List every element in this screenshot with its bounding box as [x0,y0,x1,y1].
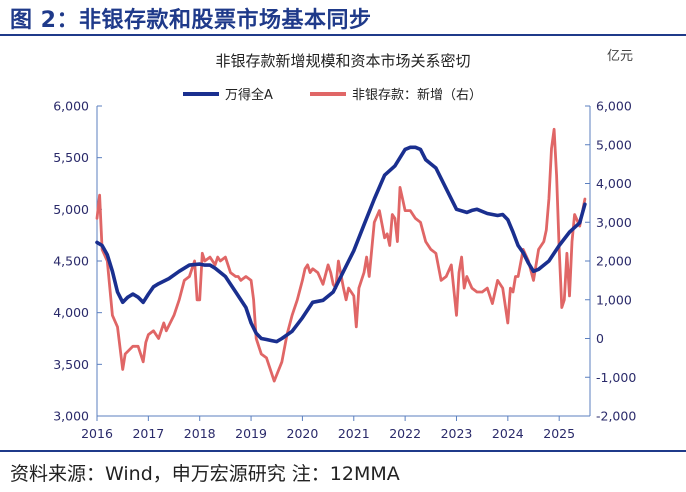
left-tick-label: 3,000 [53,409,89,424]
right-tick-label: 5,000 [596,137,632,152]
x-tick-label: 2023 [441,426,473,441]
legend: 万得全A 非银存款：新增（右） [183,87,482,103]
x-tick-label: 2022 [389,426,421,441]
right-tick-label: 3,000 [596,215,632,230]
right-tick-label: -1,000 [596,370,636,385]
x-tick-label: 2025 [543,426,575,441]
right-axis-unit: 亿元 [607,49,633,64]
series-lines [95,127,587,383]
x-tick-label: 2018 [184,426,216,441]
right-tick-label: 6,000 [596,99,632,114]
right-tick-label: 2,000 [596,254,632,269]
left-tick-label: 4,000 [53,305,89,320]
left-tick-label: 4,500 [53,254,89,269]
x-tick-label: 2019 [235,426,267,441]
left-tick-label: 5,000 [53,202,89,217]
legend-label-left-series: 万得全A [225,87,273,103]
title-rule [0,34,686,36]
source-note: 资料来源：Wind，申万宏源研究 注：12MMA [10,463,400,485]
x-tick-label: 2024 [492,426,524,441]
axes [96,105,591,421]
chart: 非银存款新增规模和资本市场关系密切 亿元 万得全A 非银存款：新增（右） 3,0… [53,49,636,442]
series-line-wind-a-index [95,145,587,344]
right-tick-label: -2,000 [596,409,636,424]
figure-title: 图 2：非银存款和股票市场基本同步 [10,8,372,33]
x-tick-label: 2016 [81,426,113,441]
right-tick-label: 0 [596,331,604,346]
right-tick-label: 1,000 [596,292,632,307]
left-tick-label: 6,000 [53,99,89,114]
left-tick-label: 5,500 [53,150,89,165]
left-tick-label: 3,500 [53,357,89,372]
x-tick-label: 2021 [338,426,370,441]
series-line-nonbank-deposits [95,127,587,383]
chart-title: 非银存款新增规模和资本市场关系密切 [215,52,470,70]
x-tick-label: 2017 [132,426,164,441]
x-tick-label: 2020 [287,426,319,441]
right-tick-label: 4,000 [596,176,632,191]
footer-rule [0,450,686,452]
tick-labels: 3,000 3,500 4,000 4,500 5,000 5,500 6,000 -2,00… [53,99,636,442]
legend-label-right-series: 非银存款：新增（右） [352,87,482,103]
